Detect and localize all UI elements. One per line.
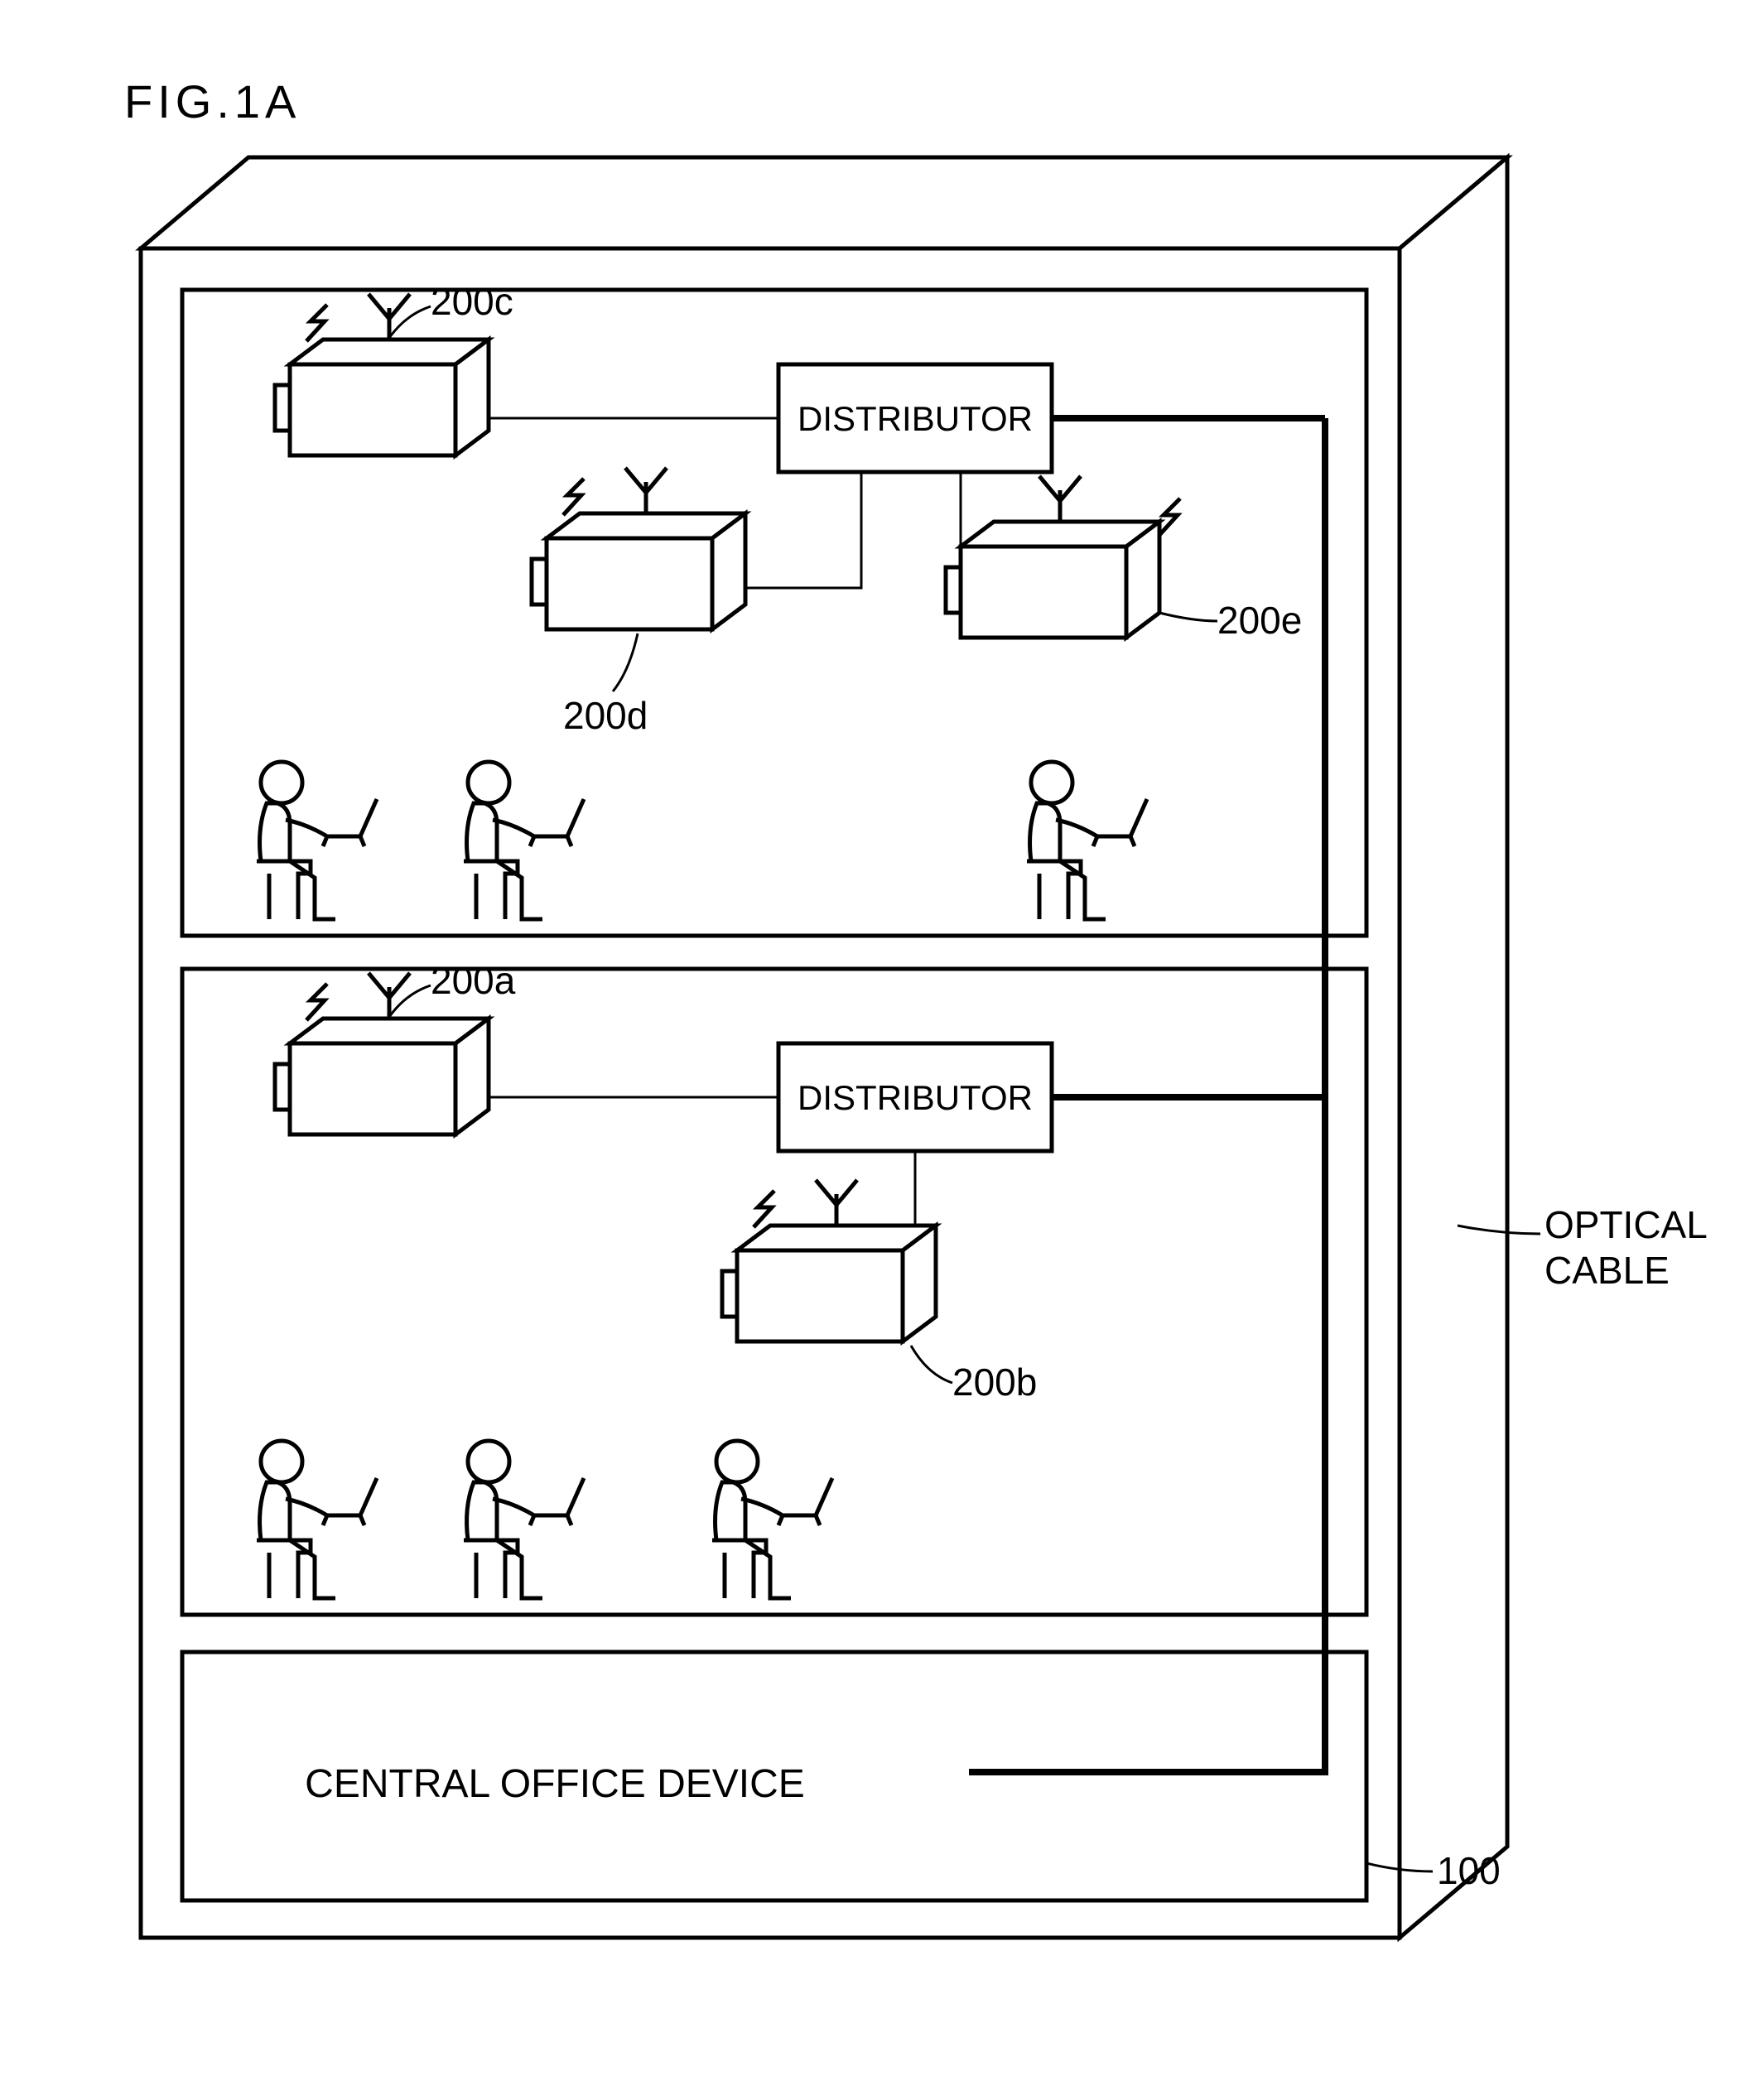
ref-200d: 200d (563, 694, 648, 737)
optical-cable-label-line2: CABLE (1545, 1249, 1670, 1292)
central-office-device: CENTRAL OFFICE DEVICE (182, 1652, 1366, 1900)
distributor-lower-label: DISTRIBUTOR (798, 1078, 1033, 1117)
distributor-upper-label: DISTRIBUTOR (798, 399, 1033, 438)
optical-cable-label-line1: OPTICAL (1545, 1203, 1708, 1246)
distributor-lower: DISTRIBUTOR (778, 1043, 1052, 1151)
ref-200e: 200e (1217, 599, 1302, 642)
ref-100: 100 (1437, 1849, 1501, 1892)
central-office-label: CENTRAL OFFICE DEVICE (305, 1762, 805, 1806)
diagram-canvas: CENTRAL OFFICE DEVICE DISTRIBUTOR DISTRI… (33, 33, 1759, 2100)
ref-200c: 200c (431, 280, 513, 323)
distributor-upper: DISTRIBUTOR (778, 364, 1052, 472)
ref-200a: 200a (431, 959, 516, 1002)
ref-200b: 200b (952, 1361, 1037, 1404)
